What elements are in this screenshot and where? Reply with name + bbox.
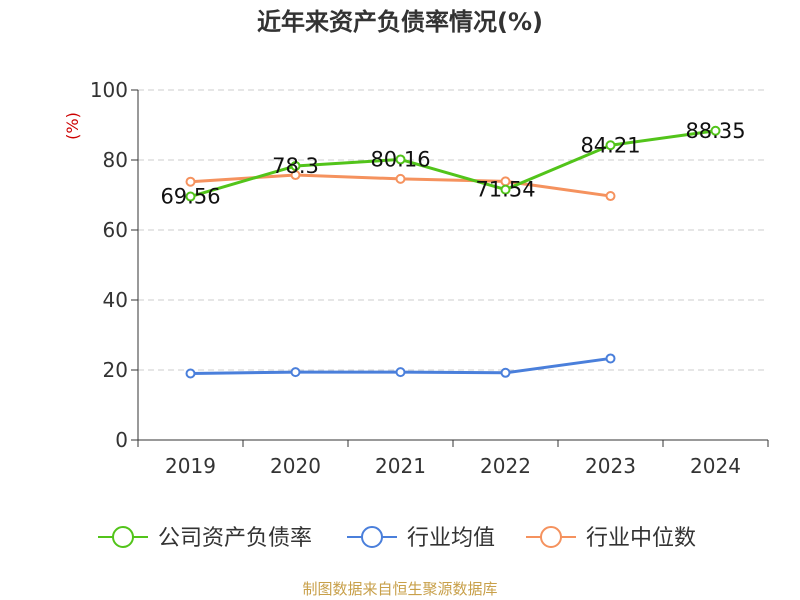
data-point bbox=[290, 160, 301, 171]
y-tick-label: 100 bbox=[90, 78, 128, 102]
legend-swatch-marker bbox=[540, 526, 562, 548]
x-tick-label: 2023 bbox=[585, 454, 636, 478]
data-label: 69.56 bbox=[160, 185, 220, 209]
y-tick-label: 60 bbox=[103, 218, 128, 242]
data-point bbox=[290, 367, 301, 378]
series-line-1 bbox=[190, 129, 716, 198]
y-tick-label: 20 bbox=[103, 358, 128, 382]
legend: 公司资产负债率 行业均值 行业中位数 bbox=[98, 526, 696, 551]
axes: 0 20 40 60 80 100 (%) 2019 2020 2021 2022 2023 2024 bbox=[63, 78, 769, 478]
data-label: 71.54 bbox=[475, 178, 535, 202]
data-point bbox=[605, 353, 616, 364]
series-lines bbox=[185, 125, 721, 379]
x-tick-label: 2021 bbox=[375, 454, 426, 478]
y-tick-label: 40 bbox=[103, 288, 128, 312]
legend-label: 行业均值 bbox=[407, 526, 495, 551]
x-tick-label: 2020 bbox=[270, 454, 321, 478]
x-tick-label: 2024 bbox=[690, 454, 741, 478]
legend-swatch-marker bbox=[361, 526, 383, 548]
data-label: 78.3 bbox=[272, 154, 319, 178]
data-point bbox=[710, 125, 721, 136]
data-point bbox=[605, 140, 616, 151]
data-label: 84.21 bbox=[580, 133, 640, 157]
data-labels: 69.56 78.3 80.16 71.54 84.21 88.35 bbox=[160, 119, 745, 209]
data-point bbox=[605, 191, 616, 202]
data-point bbox=[185, 176, 196, 187]
data-label: 80.16 bbox=[370, 147, 430, 171]
legend-label: 行业中位数 bbox=[586, 526, 696, 551]
data-point bbox=[185, 368, 196, 379]
data-point bbox=[395, 367, 406, 378]
source-note: 制图数据来自恒生聚源数据库 bbox=[302, 580, 498, 598]
data-point bbox=[290, 170, 301, 181]
data-point bbox=[500, 184, 511, 195]
data-point bbox=[395, 173, 406, 184]
data-point bbox=[500, 367, 511, 378]
y-tick-label: 0 bbox=[115, 428, 128, 452]
data-point bbox=[395, 154, 406, 165]
legend-label: 公司资产负债率 bbox=[158, 526, 312, 551]
data-label: 88.35 bbox=[685, 119, 745, 143]
chart-title: 近年来资产负债率情况(%) bbox=[257, 8, 543, 36]
y-tick-label: 80 bbox=[103, 148, 128, 172]
data-point bbox=[185, 191, 196, 202]
x-tick-label: 2022 bbox=[480, 454, 531, 478]
y-axis-label: (%) bbox=[63, 112, 82, 140]
x-tick-label: 2019 bbox=[165, 454, 216, 478]
legend-swatch-marker bbox=[112, 526, 134, 548]
grid-lines bbox=[138, 89, 768, 371]
